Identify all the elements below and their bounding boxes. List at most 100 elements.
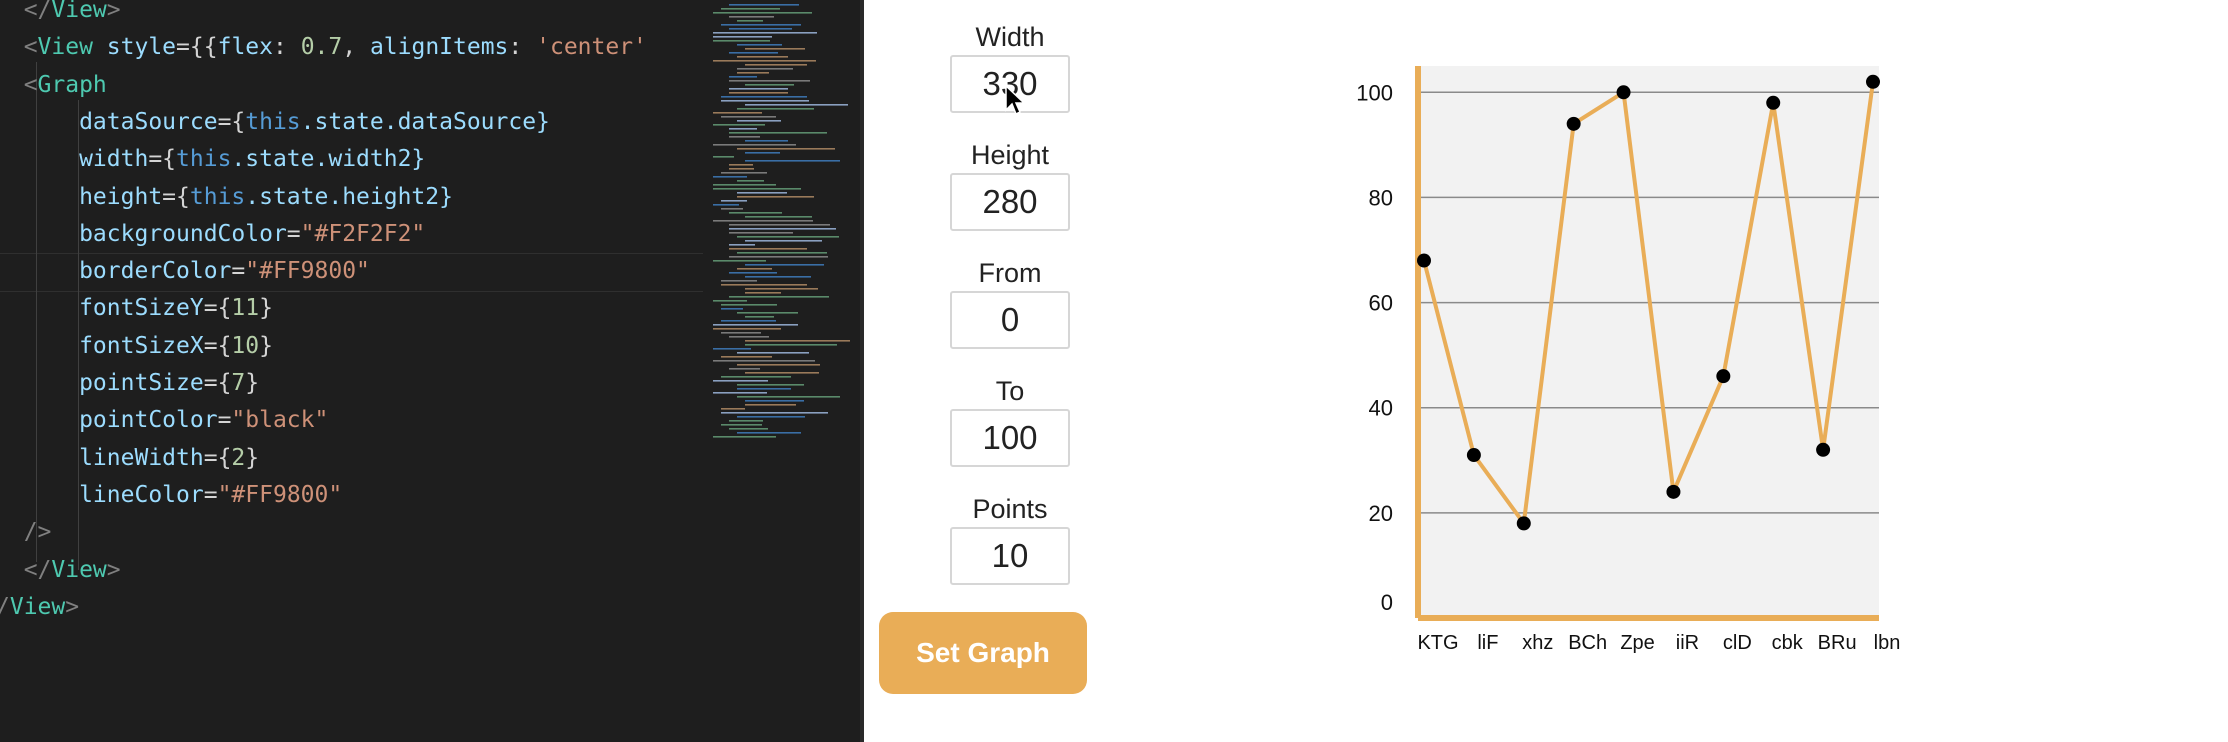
data-point	[1716, 369, 1731, 384]
code-token: :	[508, 34, 537, 61]
minimap-line	[729, 212, 782, 214]
code-token: }	[245, 444, 260, 471]
minimap-line	[729, 336, 769, 338]
minimap-line	[713, 360, 815, 362]
x-tick-label: BCh	[1568, 632, 1607, 654]
line-chart: 0 20 40 60 80 100 KTG liF xhz BCh Zpe iiR clD cbk BRu l…	[1356, 66, 1900, 654]
minimap-line	[737, 180, 764, 182]
graph-demo-app: Width Height From To Points Set Graph 0 2…	[864, 0, 2228, 742]
minimap-line	[729, 52, 778, 54]
code-token: .state.width2}	[231, 146, 426, 173]
code-token: View	[37, 34, 107, 61]
code-token: flex	[217, 34, 273, 61]
minimap-line	[729, 16, 774, 18]
minimap-line	[729, 428, 768, 430]
set-graph-button[interactable]: Set Graph	[879, 612, 1087, 694]
code-token: 2	[231, 444, 246, 471]
code-line: height={this.state.height2}	[0, 179, 453, 216]
minimap-line	[745, 264, 824, 266]
minimap-line	[729, 224, 830, 226]
minimap-line	[713, 124, 765, 126]
minimap-line	[745, 48, 805, 50]
editor-minimap[interactable]	[703, 0, 860, 742]
code-token: View	[9, 593, 66, 620]
code-token: ={	[217, 108, 246, 135]
y-tick-label: 100	[1356, 80, 1393, 105]
minimap-line	[713, 392, 767, 394]
code-token: this	[245, 108, 301, 135]
minimap-line	[745, 344, 837, 346]
minimap-line	[737, 416, 805, 418]
code-token: this	[176, 146, 232, 173]
minimap-line	[729, 28, 792, 30]
mouse-pointer-icon	[1005, 85, 1026, 116]
minimap-line	[745, 400, 804, 402]
code-token: alignItems	[369, 34, 509, 61]
minimap-line	[721, 116, 776, 118]
points-input[interactable]	[950, 527, 1070, 585]
code-token: this	[189, 183, 246, 210]
height-input[interactable]	[950, 173, 1070, 231]
code-token: ={	[203, 332, 232, 359]
from-input[interactable]	[950, 291, 1070, 349]
minimap-line	[737, 148, 835, 150]
data-point	[1766, 95, 1781, 110]
to-label: To	[995, 376, 1025, 406]
code-token: /	[0, 594, 10, 620]
minimap-line	[721, 96, 807, 98]
minimap-line	[737, 252, 827, 254]
minimap-line	[729, 132, 827, 134]
code-token: lineWidth	[0, 444, 204, 471]
code-token: </	[0, 0, 52, 23]
x-tick-label: clD	[1723, 632, 1752, 654]
code-token: height	[0, 183, 163, 210]
minimap-line	[721, 280, 757, 282]
code-token: Graph	[37, 71, 107, 98]
y-tick-label: 0	[1381, 590, 1393, 615]
minimap-line	[729, 164, 753, 166]
minimap-line	[745, 64, 807, 66]
minimap-line	[737, 364, 820, 366]
minimap-line	[737, 56, 788, 58]
minimap-line	[721, 8, 780, 10]
code-token: }	[245, 370, 260, 396]
to-input[interactable]	[950, 409, 1070, 467]
minimap-line	[745, 160, 840, 162]
indent-guide	[78, 100, 79, 570]
x-tick-label: xhz	[1522, 632, 1553, 654]
code-token: fontSizeY	[0, 295, 204, 322]
minimap-line	[737, 108, 814, 110]
x-tick-label: Zpe	[1620, 632, 1654, 654]
minimap-line	[713, 32, 817, 34]
code-token: =	[203, 481, 218, 508]
code-token: }	[259, 295, 273, 322]
code-token: ={	[148, 146, 177, 173]
code-token: width	[0, 146, 149, 173]
minimap-line	[745, 84, 794, 86]
minimap-line	[729, 420, 763, 422]
minimap-line	[745, 216, 812, 218]
code-token: .state.height2}	[245, 183, 453, 210]
code-token: ,	[342, 34, 370, 61]
code-token: lineColor	[0, 481, 204, 508]
minimap-line	[745, 340, 850, 342]
minimap-line	[737, 196, 814, 198]
code-token: <	[0, 34, 38, 61]
minimap-line	[721, 408, 745, 410]
y-tick-label: 20	[1369, 501, 1393, 526]
code-editor[interactable]: </View> <View style={{flex: 0.7, alignIt…	[0, 0, 703, 742]
code-line: /View>	[0, 589, 79, 626]
minimap-line	[737, 192, 787, 194]
editor-scrollbar[interactable]	[860, 0, 864, 742]
code-line: borderColor="#FF9800"	[0, 253, 370, 290]
minimap-line	[713, 348, 751, 350]
minimap-line	[721, 24, 801, 26]
data-point	[1417, 253, 1431, 268]
code-token: 11	[231, 295, 260, 322]
minimap-line	[713, 112, 762, 114]
minimap-line	[721, 208, 743, 210]
code-line: backgroundColor="#F2F2F2"	[0, 216, 425, 253]
minimap-line	[713, 220, 813, 222]
x-tick-label: liF	[1477, 632, 1498, 654]
minimap-line	[721, 356, 772, 358]
